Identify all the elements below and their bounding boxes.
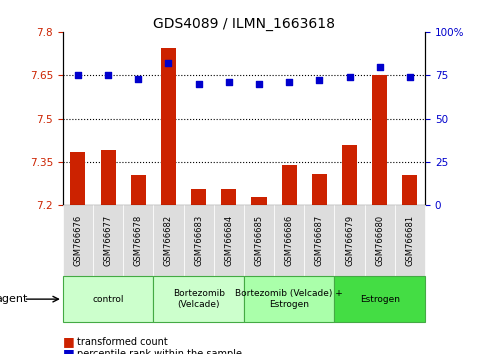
Bar <box>282 165 297 205</box>
Bar <box>252 196 267 205</box>
Bar <box>131 175 146 205</box>
Text: GSM766682: GSM766682 <box>164 215 173 266</box>
Text: GSM766683: GSM766683 <box>194 215 203 266</box>
Point <box>74 73 82 78</box>
Bar <box>342 144 357 205</box>
Bar <box>365 205 395 276</box>
Bar <box>154 276 244 322</box>
Bar <box>312 173 327 205</box>
Point <box>255 81 263 87</box>
Bar <box>71 152 85 205</box>
Text: control: control <box>92 295 124 304</box>
Point <box>315 78 323 83</box>
Bar <box>213 205 244 276</box>
Text: Bortezomib
(Velcade): Bortezomib (Velcade) <box>172 290 225 309</box>
Bar <box>221 189 236 205</box>
Bar <box>154 205 184 276</box>
Text: transformed count: transformed count <box>77 337 168 347</box>
Point <box>346 74 354 80</box>
Point <box>285 79 293 85</box>
Text: GSM766681: GSM766681 <box>405 215 414 266</box>
Bar <box>123 205 154 276</box>
Text: GSM766676: GSM766676 <box>73 215 83 266</box>
Bar <box>63 205 93 276</box>
Bar <box>334 276 425 322</box>
Text: GSM766678: GSM766678 <box>134 215 143 266</box>
Text: ■: ■ <box>63 335 74 348</box>
Bar <box>184 205 213 276</box>
Bar <box>63 276 154 322</box>
Text: GSM766687: GSM766687 <box>315 215 324 266</box>
Text: GSM766686: GSM766686 <box>284 215 294 266</box>
Bar <box>93 205 123 276</box>
Bar <box>334 205 365 276</box>
Text: percentile rank within the sample: percentile rank within the sample <box>77 349 242 354</box>
Text: ■: ■ <box>63 348 74 354</box>
Text: GSM766685: GSM766685 <box>255 215 264 266</box>
Text: GSM766680: GSM766680 <box>375 215 384 266</box>
Text: agent: agent <box>0 294 28 304</box>
Point <box>134 76 142 81</box>
Title: GDS4089 / ILMN_1663618: GDS4089 / ILMN_1663618 <box>153 17 335 31</box>
Point <box>406 74 414 80</box>
Bar <box>304 205 334 276</box>
Bar <box>244 205 274 276</box>
Point <box>376 64 384 69</box>
Point <box>165 60 172 66</box>
Text: GSM766679: GSM766679 <box>345 215 354 266</box>
Text: Estrogen: Estrogen <box>360 295 400 304</box>
Bar <box>100 150 115 205</box>
Text: GSM766684: GSM766684 <box>224 215 233 266</box>
Text: Bortezomib (Velcade) +
Estrogen: Bortezomib (Velcade) + Estrogen <box>235 290 343 309</box>
Bar <box>395 205 425 276</box>
Point <box>104 73 112 78</box>
Bar <box>244 276 334 322</box>
Bar <box>191 189 206 205</box>
Point <box>225 79 233 85</box>
Bar <box>372 75 387 205</box>
Bar <box>402 175 417 205</box>
Text: GSM766677: GSM766677 <box>103 215 113 266</box>
Bar <box>274 205 304 276</box>
Point <box>195 81 202 87</box>
Bar <box>161 48 176 205</box>
